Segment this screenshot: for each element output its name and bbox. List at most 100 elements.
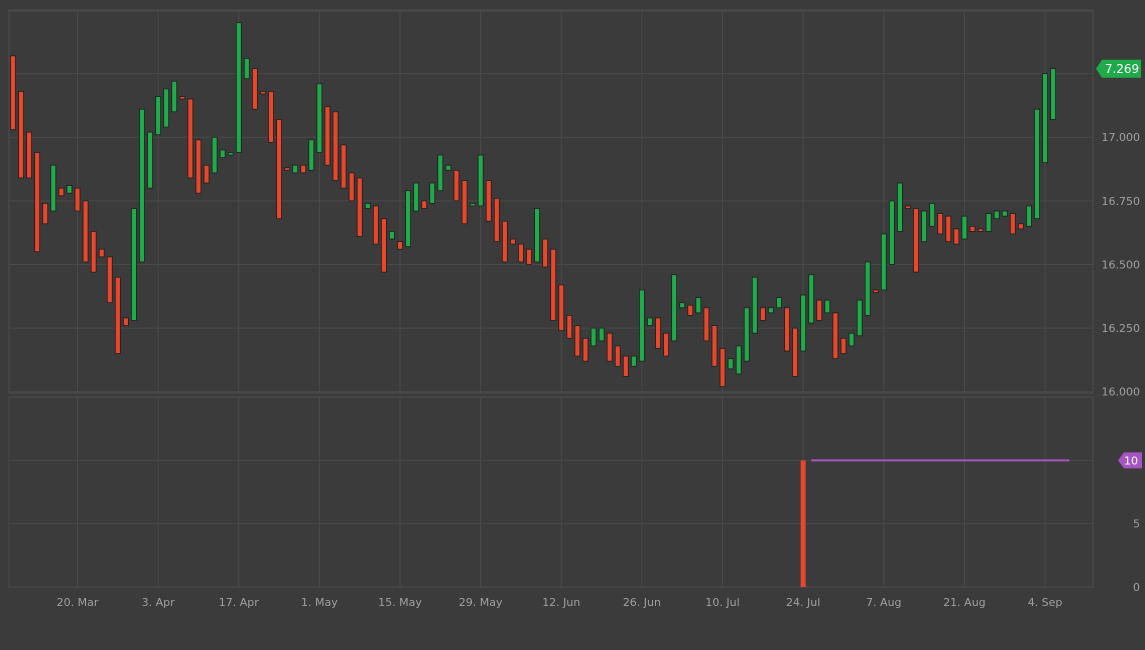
x-tick-label: 29. May bbox=[459, 596, 503, 609]
ohlc-bar bbox=[340, 144, 347, 189]
x-tick-label: 15. May bbox=[378, 596, 422, 609]
ohlc-bar bbox=[348, 172, 355, 202]
ohlc-bar bbox=[768, 307, 774, 314]
ohlc-bar bbox=[913, 208, 919, 273]
last-price-label: 7.269 bbox=[1105, 62, 1139, 76]
x-tick-label: 10. Jul bbox=[705, 596, 739, 609]
ohlc-bar bbox=[590, 327, 597, 347]
ohlc-bar bbox=[58, 187, 65, 197]
x-tick-label: 3. Apr bbox=[142, 596, 175, 609]
ohlc-bar bbox=[413, 182, 420, 212]
ohlc-bar bbox=[300, 164, 307, 174]
ohlc-bar bbox=[550, 248, 557, 321]
ohlc-bar bbox=[816, 299, 823, 321]
x-tick-label: 4. Sep bbox=[1028, 596, 1063, 609]
ohlc-bar bbox=[929, 203, 936, 227]
ohlc-bar bbox=[429, 182, 436, 204]
ohlc-bar bbox=[671, 274, 678, 342]
ohlc-bar bbox=[187, 98, 194, 179]
x-tick-label: 20. Mar bbox=[57, 596, 99, 609]
ohlc-bar bbox=[606, 332, 613, 362]
ohlc-bar bbox=[969, 225, 976, 232]
ohlc-bar bbox=[477, 154, 484, 207]
ohlc-bar bbox=[421, 200, 428, 209]
ohlc-bar bbox=[284, 167, 291, 171]
ohlc-bar bbox=[10, 55, 16, 131]
x-tick-label: 7. Aug bbox=[866, 596, 901, 609]
ohlc-bars bbox=[10, 22, 1057, 388]
ohlc-bar bbox=[888, 200, 895, 265]
indicator-tick-label: 5 bbox=[1133, 518, 1140, 531]
ohlc-bar bbox=[251, 68, 258, 110]
ohlc-bar bbox=[26, 131, 33, 179]
ohlc-bar bbox=[276, 119, 282, 220]
ohlc-bar bbox=[848, 332, 855, 347]
ohlc-bar bbox=[82, 200, 89, 263]
ohlc-bar bbox=[792, 327, 799, 377]
grid-lines bbox=[8, 9, 1094, 588]
ohlc-bar bbox=[824, 299, 831, 314]
ohlc-bar bbox=[268, 91, 274, 143]
ohlc-bar bbox=[219, 149, 226, 159]
ohlc-bar bbox=[18, 91, 24, 179]
ohlc-bar bbox=[985, 213, 992, 232]
ohlc-bar bbox=[743, 307, 750, 362]
ohlc-bar bbox=[1026, 205, 1032, 227]
ohlc-bar bbox=[356, 177, 363, 237]
lower-indicator bbox=[800, 459, 1070, 587]
ohlc-bar bbox=[485, 180, 492, 222]
ohlc-bar bbox=[445, 164, 452, 171]
y-tick-label: 16.500 bbox=[1102, 258, 1141, 271]
ohlc-bar bbox=[380, 218, 387, 273]
ohlc-bar bbox=[687, 304, 694, 316]
ohlc-bar bbox=[90, 231, 97, 273]
ohlc-bar bbox=[663, 332, 670, 357]
ohlc-bar bbox=[647, 317, 653, 326]
ohlc-bar bbox=[630, 355, 637, 367]
ohlc-bar bbox=[518, 243, 524, 263]
ohlc-bar bbox=[808, 274, 815, 324]
ohlc-bar bbox=[131, 208, 137, 321]
indicator-value-label: 10 bbox=[1124, 454, 1138, 467]
ohlc-bar bbox=[469, 203, 476, 207]
ohlc-bar bbox=[864, 261, 871, 316]
ohlc-bar bbox=[510, 238, 516, 245]
ohlc-bar bbox=[211, 136, 218, 174]
ohlc-bar bbox=[171, 80, 178, 113]
ohlc-bar bbox=[711, 325, 718, 367]
x-tick-label: 26. Jun bbox=[623, 596, 661, 609]
ohlc-bar bbox=[332, 111, 339, 181]
ohlc-bar bbox=[243, 57, 250, 80]
ohlc-bar bbox=[856, 299, 863, 337]
x-tick-label: 12. Jun bbox=[542, 596, 580, 609]
ohlc-bar bbox=[493, 197, 500, 242]
ohlc-bar bbox=[163, 88, 170, 128]
y-tick-label: 16.000 bbox=[1102, 386, 1141, 399]
ohlc-bar bbox=[139, 108, 145, 263]
x-tick-label: 24. Jul bbox=[786, 596, 820, 609]
ohlc-bar bbox=[727, 358, 734, 370]
ohlc-bar bbox=[840, 337, 847, 354]
ohlc-bar bbox=[735, 345, 742, 375]
ohlc-bar bbox=[719, 348, 726, 388]
ohlc-bar bbox=[461, 180, 468, 225]
ohlc-bar bbox=[1034, 108, 1040, 220]
ohlc-bar bbox=[405, 190, 411, 248]
ohlc-bar bbox=[316, 83, 323, 153]
ohlc-bar bbox=[147, 131, 153, 189]
ohlc-bar bbox=[308, 139, 315, 171]
ohlc-bar bbox=[977, 228, 984, 232]
ohlc-bar bbox=[98, 248, 105, 258]
ohlc-bar bbox=[945, 215, 952, 242]
y-tick-label: 16.250 bbox=[1102, 322, 1141, 335]
ohlc-bar bbox=[1042, 73, 1048, 164]
ohlc-bar bbox=[74, 187, 81, 212]
ohlc-bar bbox=[759, 307, 766, 321]
ohlc-bar bbox=[260, 91, 266, 95]
ohlc-bar bbox=[534, 208, 540, 263]
ohlc-bar bbox=[574, 325, 581, 357]
ohlc-bar bbox=[453, 169, 460, 202]
ohlc-bar bbox=[639, 289, 645, 362]
ohlc-bar bbox=[324, 106, 331, 166]
